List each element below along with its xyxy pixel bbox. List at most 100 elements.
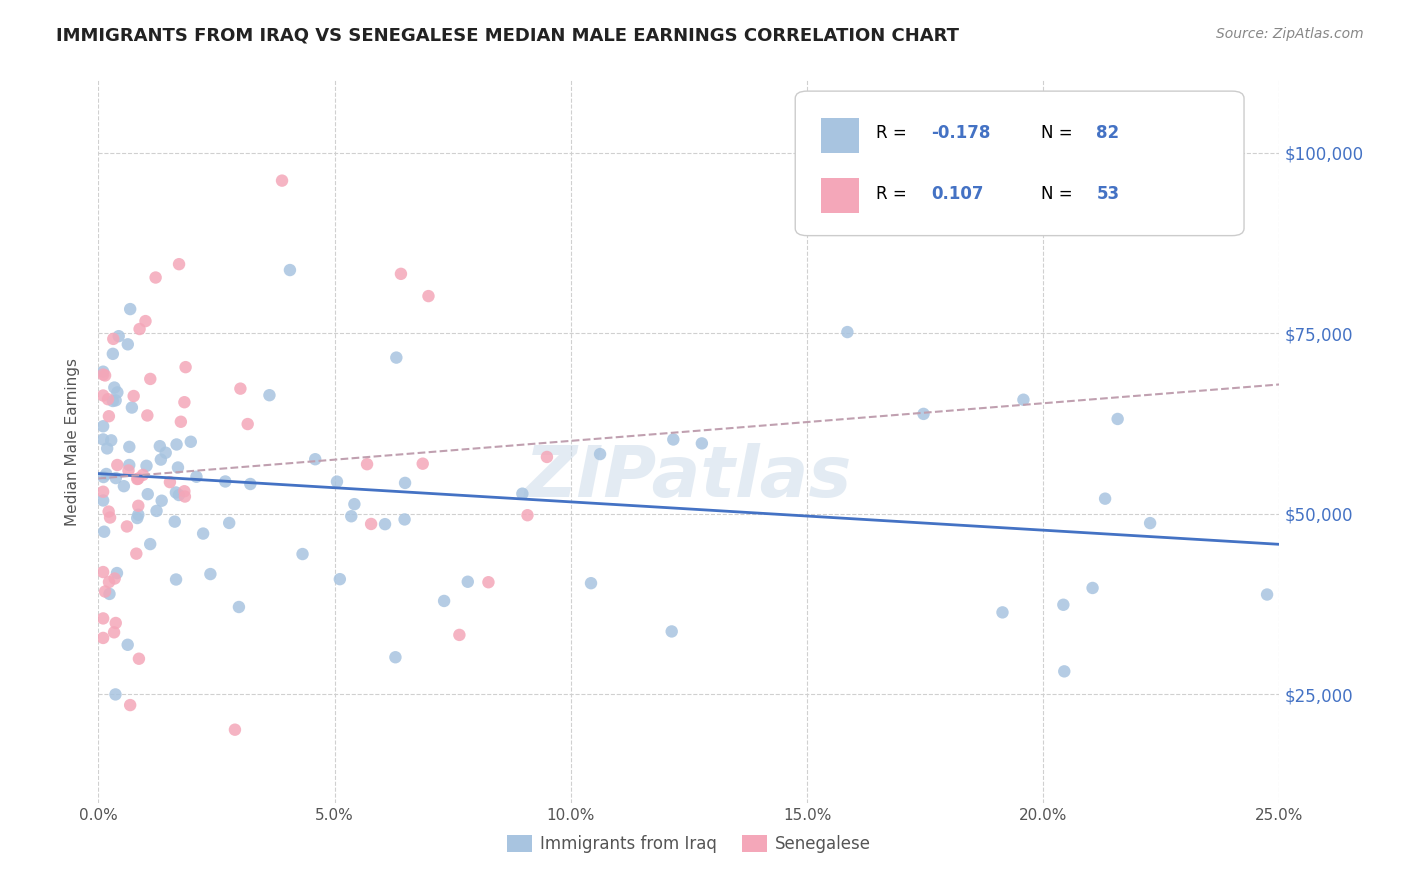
Point	[173, 484, 195, 499]
Text: R =: R =	[876, 124, 911, 142]
Point	[1107, 412, 1129, 426]
Point	[449, 628, 471, 642]
Point	[145, 504, 167, 518]
Point	[239, 477, 262, 491]
Point	[98, 587, 121, 601]
Point	[94, 368, 117, 383]
Point	[91, 611, 114, 625]
Point	[186, 469, 208, 483]
Text: N =: N =	[1040, 185, 1078, 202]
Point	[132, 467, 155, 482]
Point	[104, 572, 127, 586]
Point	[389, 267, 412, 281]
Text: 0.107: 0.107	[931, 185, 984, 202]
Point	[837, 325, 859, 339]
Point	[690, 436, 713, 450]
Point	[167, 488, 190, 502]
Point	[259, 388, 281, 402]
Text: R =: R =	[876, 185, 911, 202]
Point	[117, 463, 139, 477]
Point	[291, 547, 314, 561]
FancyBboxPatch shape	[821, 178, 859, 212]
Point	[170, 415, 193, 429]
Point	[128, 651, 150, 665]
Point	[91, 484, 114, 499]
Point	[98, 575, 121, 590]
Point	[236, 417, 259, 431]
Point	[91, 368, 114, 382]
Point	[433, 594, 456, 608]
Point	[167, 460, 190, 475]
Point	[173, 395, 195, 409]
Point	[97, 505, 120, 519]
Point	[174, 490, 197, 504]
Text: -0.178: -0.178	[931, 124, 990, 142]
Point	[93, 470, 115, 484]
Point	[1139, 516, 1161, 530]
Point	[125, 547, 148, 561]
Point	[127, 472, 149, 486]
Point	[127, 499, 149, 513]
Point	[112, 479, 135, 493]
Point	[94, 584, 117, 599]
Point	[512, 486, 534, 500]
Point	[166, 437, 188, 451]
Point	[91, 565, 114, 579]
Point	[394, 475, 416, 490]
Point	[104, 393, 127, 408]
Point	[101, 347, 124, 361]
Point	[163, 515, 186, 529]
Point	[120, 698, 142, 712]
Point	[98, 510, 121, 524]
Point	[118, 458, 141, 472]
Point	[191, 526, 214, 541]
Point	[343, 497, 366, 511]
Point	[374, 517, 396, 532]
Point	[326, 475, 349, 489]
Point	[1094, 491, 1116, 506]
Point	[97, 392, 120, 407]
Point	[589, 447, 612, 461]
Point	[228, 599, 250, 614]
Point	[120, 302, 142, 317]
Point	[271, 173, 294, 187]
Point	[135, 458, 157, 473]
FancyBboxPatch shape	[821, 118, 859, 153]
Point	[91, 631, 114, 645]
Point	[122, 389, 145, 403]
Point	[150, 493, 173, 508]
Point	[101, 394, 124, 409]
Point	[1052, 598, 1074, 612]
Point	[107, 329, 129, 343]
Point	[661, 624, 683, 639]
Point	[149, 439, 172, 453]
Point	[105, 566, 128, 580]
Point	[329, 572, 352, 586]
Point	[159, 475, 181, 490]
Point	[127, 508, 149, 522]
Point	[360, 516, 382, 531]
Point	[412, 457, 434, 471]
Point	[155, 446, 177, 460]
Point	[139, 372, 162, 386]
Point	[384, 650, 406, 665]
Point	[97, 409, 120, 424]
Point	[229, 382, 252, 396]
Point	[149, 452, 172, 467]
Point	[128, 322, 150, 336]
Text: 82: 82	[1097, 124, 1119, 142]
Point	[127, 511, 149, 525]
Point	[103, 625, 125, 640]
Point	[104, 615, 127, 630]
Text: N =: N =	[1040, 124, 1078, 142]
Point	[100, 434, 122, 448]
Point	[356, 457, 378, 471]
Point	[516, 508, 538, 523]
Point	[457, 574, 479, 589]
Point	[167, 257, 190, 271]
Y-axis label: Median Male Earnings: Median Male Earnings	[65, 358, 80, 525]
Point	[139, 537, 162, 551]
Point	[662, 433, 685, 447]
Point	[117, 337, 139, 351]
FancyBboxPatch shape	[796, 91, 1244, 235]
